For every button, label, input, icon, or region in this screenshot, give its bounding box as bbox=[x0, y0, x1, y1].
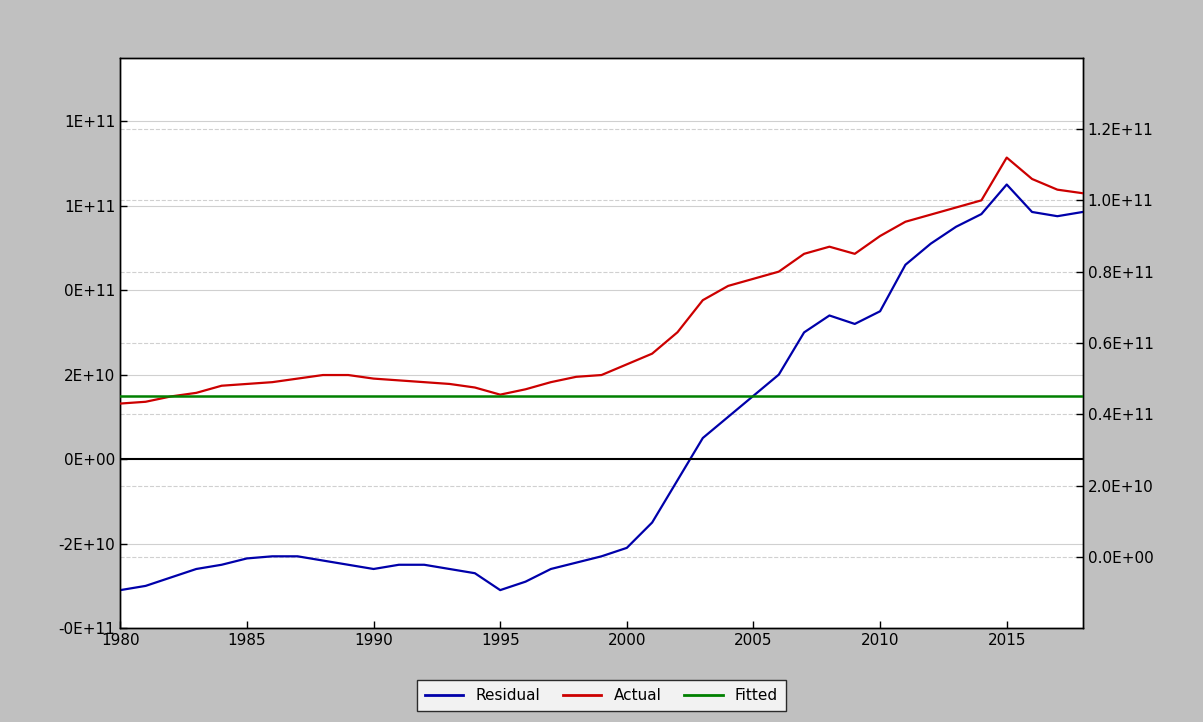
Legend: Residual, Actual, Fitted: Residual, Actual, Fitted bbox=[417, 680, 786, 710]
